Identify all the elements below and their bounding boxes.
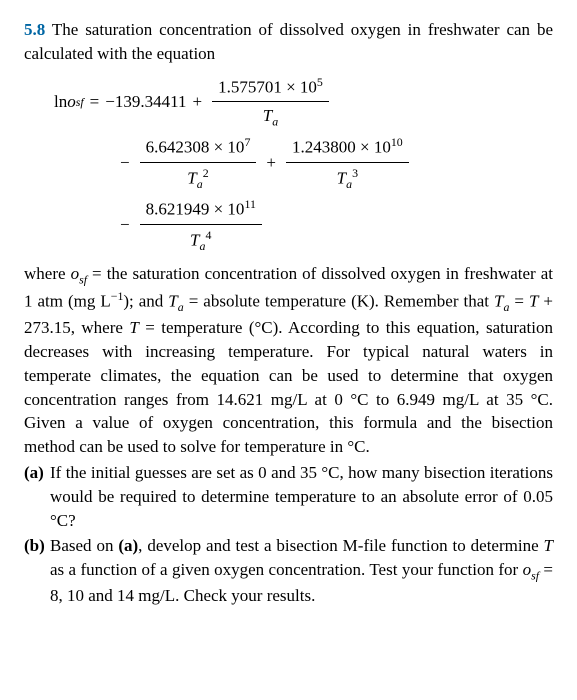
part-a-text: If the initial guesses are set as 0 and … [50, 461, 553, 532]
problem-number: 5.8 [24, 20, 45, 39]
part-b-text: Based on (a), develop and test a bisecti… [50, 534, 553, 608]
part-a-label: (a) [24, 461, 50, 532]
eq-frac4-den: Ta4 [184, 225, 217, 255]
eq-const: −139.34411 [105, 90, 186, 114]
part-b-label: (b) [24, 534, 50, 608]
eq-frac1-den: Ta [257, 102, 284, 130]
part-a: (a) If the initial guesses are set as 0 … [24, 461, 553, 532]
eq-frac2-den: Ta2 [181, 163, 214, 193]
eq-frac-1: 1.575701 × 105 Ta [212, 74, 329, 131]
eq-frac-2: 6.642308 × 107 Ta2 [140, 134, 257, 192]
eq-lhs-var: o [67, 90, 76, 114]
equation-line-2: − 6.642308 × 107 Ta2 + 1.243800 × 1010 T… [114, 134, 553, 192]
eq-equals: = [90, 90, 100, 114]
intro-text: The saturation concentration of dissolve… [24, 20, 553, 63]
eq-plus-2: + [266, 151, 276, 175]
part-b: (b) Based on (a), develop and test a bis… [24, 534, 553, 608]
eq-plus-1: + [192, 90, 202, 114]
problem-block: 5.8 The saturation concentration of diss… [24, 18, 553, 608]
problem-body: where osf = the saturation concentration… [24, 262, 553, 459]
eq-minus-1: − [120, 151, 130, 175]
eq-frac1-num: 1.575701 × 105 [212, 74, 329, 102]
eq-frac-4: 8.621949 × 1011 Ta4 [140, 196, 262, 254]
equation: ln o sf = −139.34411 + 1.575701 × 105 Ta… [54, 74, 553, 255]
equation-line-1: ln o sf = −139.34411 + 1.575701 × 105 Ta [54, 74, 553, 131]
eq-lhs-sub: sf [76, 94, 84, 111]
equation-line-3: − 8.621949 × 1011 Ta4 [114, 196, 553, 254]
eq-frac2-num: 6.642308 × 107 [140, 134, 257, 162]
eq-lhs-prefix: ln [54, 90, 67, 114]
problem-intro: 5.8 The saturation concentration of diss… [24, 18, 553, 66]
eq-frac-3: 1.243800 × 1010 Ta3 [286, 134, 409, 192]
eq-frac3-num: 1.243800 × 1010 [286, 134, 409, 162]
eq-frac4-num: 8.621949 × 1011 [140, 196, 262, 224]
eq-frac3-den: Ta3 [331, 163, 364, 193]
eq-minus-2: − [120, 213, 130, 237]
